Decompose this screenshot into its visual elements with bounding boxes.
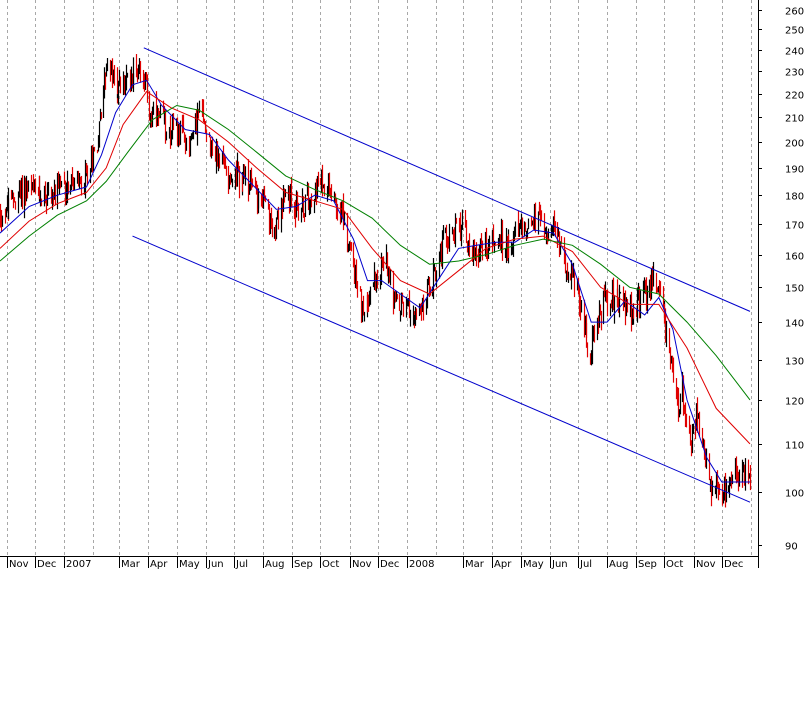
- y-axis: 90 100 110 120 130 140 150 160 170 180 190 200 210 22…: [758, 0, 804, 568]
- y-tick-label: 240: [785, 47, 804, 58]
- moving-average-lines: [0, 79, 751, 483]
- x-tick-label: Oct: [322, 559, 339, 570]
- y-tick-label: 120: [785, 397, 804, 408]
- x-tick-label: Aug: [609, 559, 629, 570]
- x-tick-label: Dec: [37, 559, 56, 570]
- x-tick-label: Dec: [724, 559, 743, 570]
- x-tick-label: May: [179, 559, 200, 570]
- y-tick-label: 130: [785, 357, 804, 368]
- x-tick-label: Apr: [150, 559, 168, 570]
- x-tick-label: Jun: [551, 559, 568, 570]
- y-tick-label: 210: [785, 114, 804, 125]
- y-tick-label: 90: [785, 542, 798, 553]
- lower-channel-line: [132, 235, 751, 503]
- x-tick-label: Mar: [121, 559, 141, 570]
- x-tick-label: 2007: [66, 559, 91, 570]
- y-tick-label: 180: [785, 192, 804, 203]
- y-tick-label: 150: [785, 284, 804, 295]
- moving-average-line-2: [0, 90, 751, 445]
- trend-channel-lines: [132, 47, 751, 503]
- y-tick-label: 100: [785, 489, 804, 500]
- x-tick-label: Sep: [294, 559, 313, 570]
- upper-channel-line: [143, 47, 751, 312]
- moving-average-line-3: [0, 104, 751, 401]
- x-axis: Nov Dec 2007 Mar Apr May Jun Jul Aug Sep Oct Nov Dec…: [0, 556, 759, 570]
- y-tick-label: 250: [785, 26, 804, 37]
- x-tick-label: Jul: [579, 559, 592, 570]
- x-tick-label: Nov: [696, 559, 716, 570]
- x-tick-label: Sep: [638, 559, 657, 570]
- moving-average-line-1: [0, 79, 750, 483]
- x-tick-label: 2008: [409, 559, 434, 570]
- y-tick-label: 110: [785, 441, 804, 452]
- y-tick-label: 170: [785, 221, 804, 232]
- x-tick-label: Aug: [265, 559, 285, 570]
- y-tick-label: 230: [785, 68, 804, 79]
- x-tick-label: Apr: [494, 559, 512, 570]
- x-tick-label: Oct: [666, 559, 683, 570]
- x-tick-label: Dec: [380, 559, 399, 570]
- x-tick-label: Nov: [352, 559, 372, 570]
- x-tick-label: Jul: [235, 559, 248, 570]
- x-tick-label: May: [523, 559, 544, 570]
- y-tick-label: 260: [785, 7, 804, 18]
- x-tick-label: Nov: [9, 559, 29, 570]
- x-tick-label: Mar: [465, 559, 485, 570]
- y-tick-label: 220: [785, 91, 804, 102]
- x-tick-label: Jun: [207, 559, 224, 570]
- y-tick-label: 160: [785, 252, 804, 263]
- y-tick-label: 200: [785, 139, 804, 150]
- y-tick-label: 190: [785, 165, 804, 176]
- y-tick-label: 140: [785, 319, 804, 330]
